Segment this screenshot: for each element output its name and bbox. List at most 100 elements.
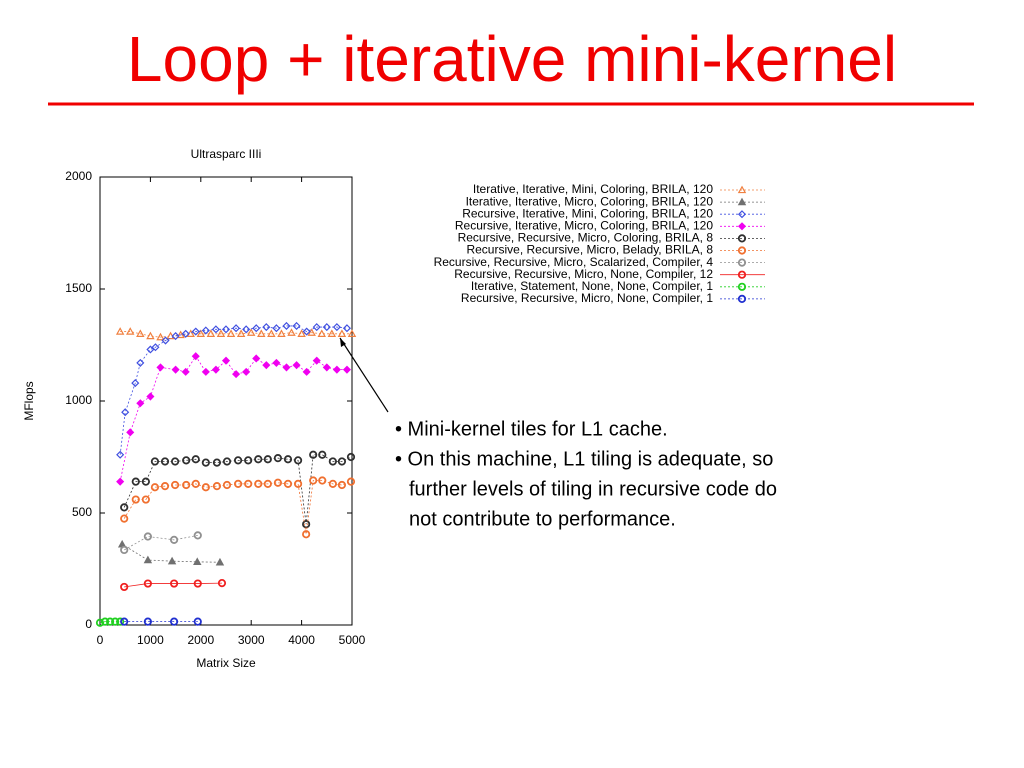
marker — [111, 617, 120, 626]
bullet-text: further levels of tiling in recursive co… — [409, 478, 777, 500]
marker — [257, 329, 266, 337]
marker — [120, 514, 129, 523]
marker — [201, 483, 210, 492]
marker — [309, 450, 318, 459]
series-line — [120, 331, 352, 338]
marker — [196, 329, 206, 337]
marker — [193, 579, 202, 588]
legend-label: Recursive, Iterative, Micro, Coloring, B… — [455, 218, 713, 232]
marker — [169, 579, 179, 588]
marker — [151, 343, 160, 352]
marker — [236, 329, 246, 337]
marker — [302, 327, 311, 336]
marker — [193, 557, 202, 565]
marker — [263, 479, 272, 488]
marker — [146, 392, 155, 401]
marker — [105, 617, 115, 626]
legend-marker — [737, 197, 747, 206]
x-tick-label: 5000 — [339, 633, 366, 647]
marker — [131, 379, 140, 388]
marker — [272, 324, 281, 333]
marker — [267, 329, 276, 337]
marker — [211, 325, 220, 334]
marker — [221, 356, 231, 365]
marker — [116, 617, 125, 626]
marker — [293, 479, 303, 488]
marker — [283, 479, 293, 488]
plot-frame — [99, 176, 353, 626]
marker — [150, 457, 160, 466]
y-tick-label: 0 — [85, 617, 92, 631]
marker — [191, 352, 200, 361]
marker — [287, 328, 296, 336]
series-line — [119, 325, 348, 455]
marker — [206, 329, 216, 337]
marker — [309, 476, 318, 485]
marker — [181, 329, 190, 338]
marker — [167, 556, 177, 565]
bullet-text: • On this machine, L1 tiling is adequate… — [395, 448, 773, 470]
marker — [254, 455, 263, 464]
legend-label: Recursive, Recursive, Micro, Belady, BRI… — [466, 243, 713, 257]
x-tick-label: 4000 — [288, 633, 315, 647]
marker — [337, 480, 347, 490]
marker — [337, 457, 347, 466]
marker — [193, 531, 202, 540]
marker — [171, 365, 180, 374]
marker — [217, 579, 227, 588]
marker — [318, 450, 327, 459]
legend-label: Iterative, Statement, None, None, Compil… — [471, 279, 713, 293]
legend-marker — [737, 234, 747, 243]
marker — [346, 477, 356, 486]
marker — [277, 329, 286, 337]
marker — [169, 617, 179, 626]
legend-marker — [737, 246, 747, 255]
marker — [143, 532, 152, 541]
marker — [176, 330, 185, 339]
marker — [150, 483, 160, 492]
marker — [292, 361, 301, 370]
marker — [342, 365, 352, 374]
x-tick-label: 3000 — [238, 633, 265, 647]
marker — [181, 367, 190, 376]
marker — [193, 617, 202, 626]
marker — [160, 457, 170, 466]
series-line — [124, 582, 222, 588]
marker — [191, 327, 200, 336]
marker — [252, 324, 261, 333]
marker — [262, 361, 271, 370]
marker — [171, 331, 180, 341]
marker — [221, 325, 231, 334]
x-tick-label: 1000 — [137, 633, 164, 647]
legend-marker — [737, 258, 747, 267]
marker — [216, 329, 226, 337]
marker — [327, 329, 337, 337]
marker — [232, 324, 241, 333]
marker — [120, 545, 129, 555]
marker — [272, 358, 281, 367]
marker — [121, 408, 130, 417]
x-tick-label: 2000 — [187, 633, 214, 647]
marker — [273, 478, 283, 487]
y-tick-label: 2000 — [65, 169, 92, 183]
bullet-text: not contribute to performance. — [409, 508, 676, 530]
marker — [332, 323, 341, 332]
bullet-text: • Mini-kernel tiles for L1 cache. — [395, 418, 668, 440]
series-line — [123, 535, 198, 551]
marker — [120, 503, 129, 512]
marker — [182, 456, 191, 465]
marker — [342, 324, 352, 333]
marker — [182, 480, 191, 490]
marker — [263, 455, 272, 464]
marker — [143, 579, 152, 588]
series-line — [123, 480, 352, 535]
marker — [233, 456, 243, 465]
marker — [156, 363, 165, 372]
slide-title: Loop + iterative mini-kernel — [127, 23, 897, 95]
marker — [322, 363, 331, 372]
marker — [146, 345, 155, 354]
marker — [141, 495, 150, 504]
marker — [212, 458, 222, 467]
marker — [337, 329, 347, 337]
